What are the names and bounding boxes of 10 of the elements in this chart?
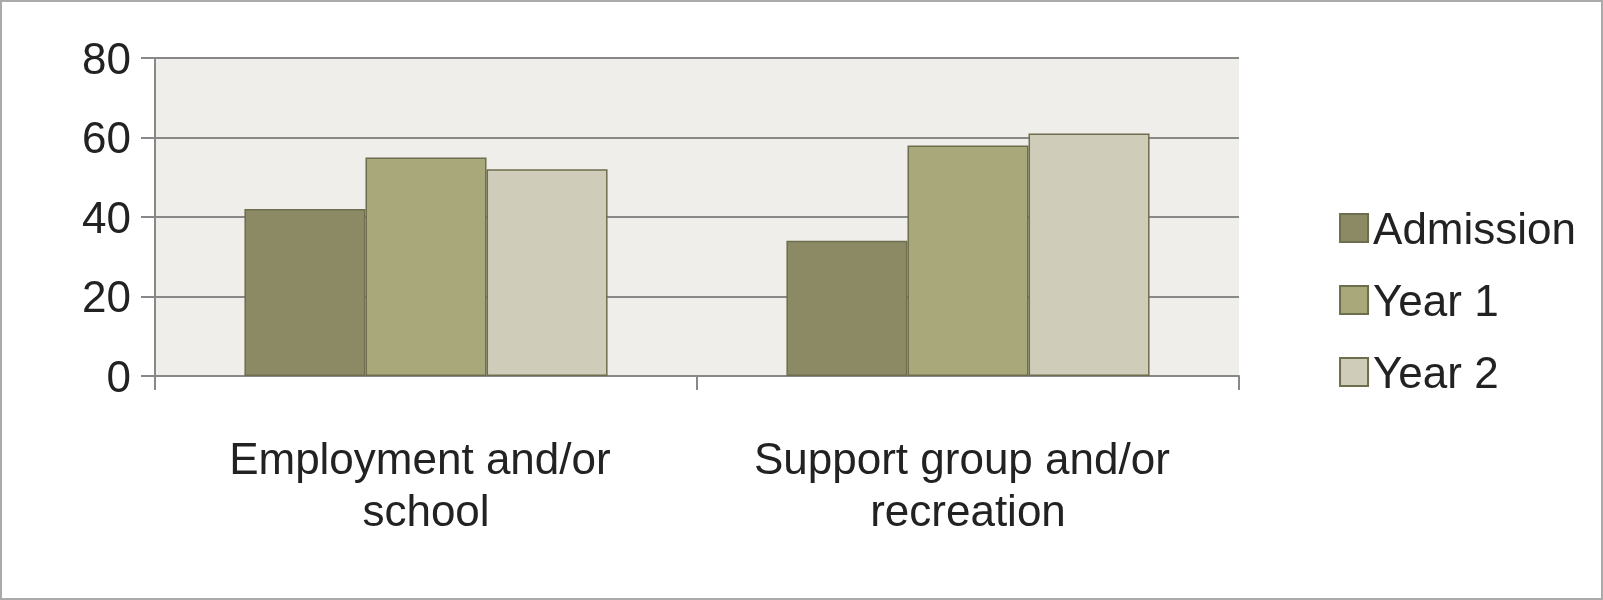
legend-label: Year 1 — [1373, 275, 1499, 325]
x-tick-label: Support group and/or recreation — [753, 433, 1183, 535]
y-tick-label: 80 — [82, 33, 131, 83]
y-tick-label: 20 — [82, 272, 131, 321]
legend-label: Admission — [1373, 203, 1577, 253]
legend-label: Year 2 — [1373, 347, 1499, 397]
y-tick-label: 60 — [82, 113, 131, 162]
y-tick-label: 40 — [82, 192, 131, 242]
x-tick-label: Employment and/or school — [229, 433, 623, 535]
y-tick-label: 0 — [106, 351, 131, 401]
